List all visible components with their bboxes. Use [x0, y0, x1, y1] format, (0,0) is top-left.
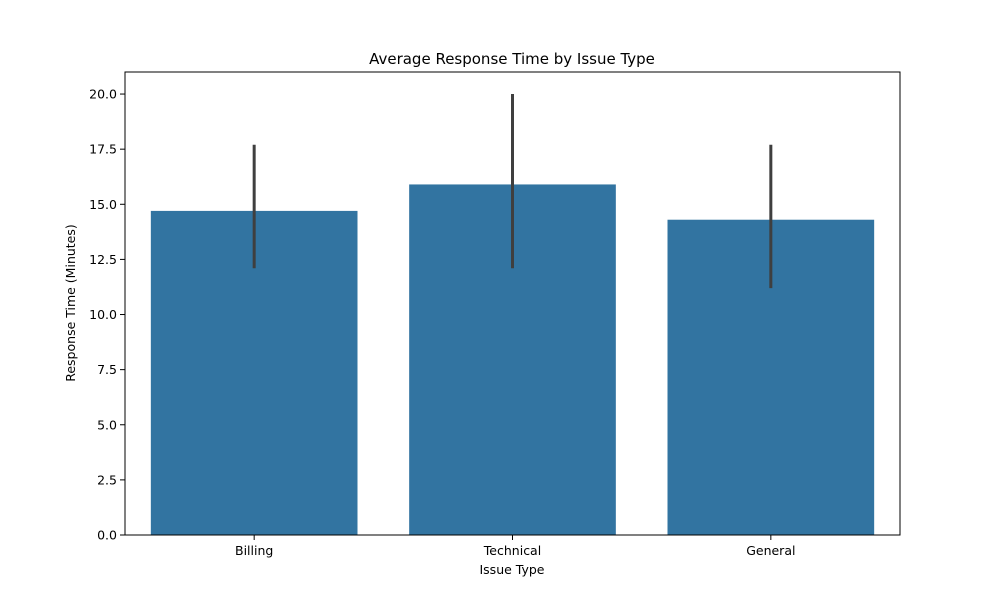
x-axis-label: Issue Type [479, 562, 544, 577]
plot-frame [124, 71, 901, 536]
y-tick-label: 15.0 [89, 197, 117, 212]
y-tick-label: 17.5 [89, 142, 117, 157]
y-tick-label: 2.5 [97, 472, 117, 487]
y-axis-label: Response Time (Minutes) [63, 224, 78, 382]
y-tick-label: 12.5 [89, 252, 117, 267]
x-tick-label: Technical [483, 543, 541, 558]
y-tick-label: 5.0 [97, 417, 117, 432]
chart-title: Average Response Time by Issue Type [369, 50, 655, 68]
y-tick-label: 0.0 [97, 528, 117, 543]
x-tick-label: Billing [235, 543, 273, 558]
plot-area: Billing Technical General 0.0 2.5 5.0 7.5 10.0 1… [89, 71, 901, 558]
y-tick-label: 20.0 [89, 87, 117, 102]
y-tick-label: 7.5 [97, 362, 117, 377]
y-tick-label: 10.0 [89, 307, 117, 322]
x-tick-label: General [746, 543, 795, 558]
